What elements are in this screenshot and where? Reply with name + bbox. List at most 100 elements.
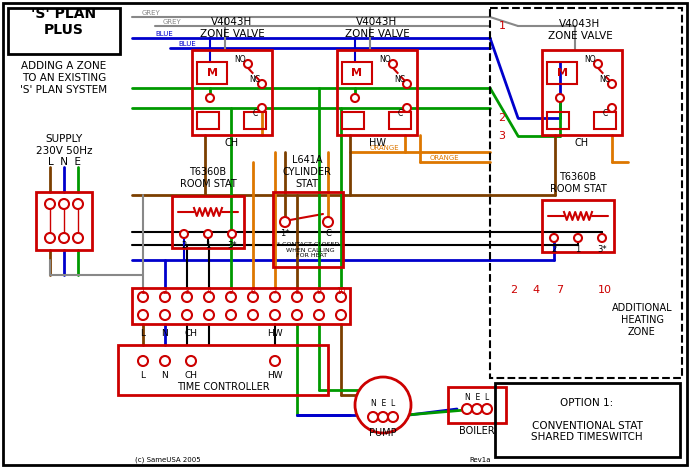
Text: T6360B
ROOM STAT: T6360B ROOM STAT [179, 167, 237, 189]
Text: C: C [602, 110, 608, 118]
Circle shape [598, 234, 606, 242]
Text: ADDITIONAL
HEATING
ZONE: ADDITIONAL HEATING ZONE [612, 303, 672, 336]
Circle shape [73, 233, 83, 243]
Text: 7: 7 [273, 287, 277, 297]
Bar [495, 383, 680, 457]
Circle shape [228, 230, 236, 238]
Circle shape [403, 80, 411, 88]
Text: CH: CH [225, 138, 239, 148]
Circle shape [206, 94, 214, 102]
Text: M: M [557, 68, 567, 78]
Text: 1: 1 [141, 287, 146, 297]
Circle shape [292, 292, 302, 302]
Circle shape [378, 412, 388, 422]
Circle shape [270, 356, 280, 366]
Bar [337, 50, 417, 135]
Text: N: N [161, 329, 168, 338]
Text: M: M [206, 68, 217, 78]
Text: V4043H
ZONE VALVE: V4043H ZONE VALVE [548, 19, 613, 41]
Bar [542, 200, 614, 252]
Text: 1*: 1* [280, 229, 290, 239]
Text: CH: CH [575, 138, 589, 148]
Text: PUMP: PUMP [369, 428, 397, 438]
Bar [542, 50, 622, 135]
Text: 7: 7 [556, 285, 564, 295]
Text: NO: NO [380, 56, 391, 65]
Text: C: C [325, 229, 331, 239]
Text: 5: 5 [228, 287, 233, 297]
Bar [197, 112, 219, 129]
Circle shape [186, 356, 196, 366]
Text: 4: 4 [533, 285, 540, 295]
Text: ADDING A ZONE
TO AN EXISTING
'S' PLAN SYSTEM: ADDING A ZONE TO AN EXISTING 'S' PLAN SY… [21, 61, 108, 95]
Text: L641A
CYLINDER
STAT: L641A CYLINDER STAT [283, 155, 331, 189]
Circle shape [244, 60, 252, 68]
Bar [273, 192, 343, 267]
Text: 2: 2 [163, 287, 168, 297]
Text: C: C [397, 110, 403, 118]
Text: * CONTACT CLOSED
  WHEN CALLING
    FOR HEAT: * CONTACT CLOSED WHEN CALLING FOR HEAT [277, 241, 339, 258]
Circle shape [336, 310, 346, 320]
Circle shape [248, 310, 258, 320]
Circle shape [574, 234, 582, 242]
Text: L: L [141, 329, 146, 338]
Circle shape [138, 356, 148, 366]
Circle shape [388, 412, 398, 422]
Bar [197, 62, 227, 84]
Circle shape [226, 292, 236, 302]
Bar [118, 345, 328, 395]
Text: N: N [161, 371, 168, 380]
Circle shape [355, 377, 411, 433]
Text: 3*: 3* [597, 244, 607, 254]
Text: L: L [141, 371, 146, 380]
Bar [244, 112, 266, 129]
Circle shape [204, 292, 214, 302]
Text: BLUE: BLUE [155, 31, 172, 37]
Circle shape [59, 199, 69, 209]
Text: 3: 3 [498, 131, 506, 141]
Text: NC: NC [600, 75, 611, 85]
Circle shape [336, 292, 346, 302]
Circle shape [556, 94, 564, 102]
Bar [192, 50, 272, 135]
Text: 2: 2 [498, 113, 506, 123]
Bar [132, 288, 350, 324]
Text: V4043H
ZONE VALVE: V4043H ZONE VALVE [344, 17, 409, 39]
Circle shape [608, 104, 616, 112]
Text: M: M [351, 68, 362, 78]
Text: NO: NO [234, 56, 246, 65]
Circle shape [204, 310, 214, 320]
Circle shape [226, 310, 236, 320]
Text: N  E  L: N E L [371, 398, 395, 408]
Text: V4043H
ZONE VALVE: V4043H ZONE VALVE [199, 17, 264, 39]
Bar [389, 112, 411, 129]
Bar [448, 387, 506, 423]
Text: SUPPLY
230V 50Hz: SUPPLY 230V 50Hz [36, 134, 92, 156]
Text: ORANGE: ORANGE [430, 155, 460, 161]
Text: 9: 9 [317, 287, 322, 297]
Text: 3: 3 [184, 287, 190, 297]
Circle shape [314, 292, 324, 302]
Text: CH: CH [184, 329, 197, 338]
Text: NC: NC [395, 75, 406, 85]
Text: L  N  E: L N E [48, 157, 81, 167]
Circle shape [160, 310, 170, 320]
Text: HW: HW [267, 371, 283, 380]
Circle shape [258, 104, 266, 112]
Bar [36, 192, 92, 250]
Circle shape [258, 80, 266, 88]
Text: 2: 2 [551, 244, 557, 254]
Bar [490, 8, 682, 378]
Bar [547, 62, 577, 84]
Circle shape [314, 310, 324, 320]
Text: OPTION 1:

CONVENTIONAL STAT
SHARED TIMESWITCH: OPTION 1: CONVENTIONAL STAT SHARED TIMES… [531, 398, 643, 442]
Text: 8: 8 [295, 287, 299, 297]
Text: NO: NO [584, 56, 595, 65]
Circle shape [550, 234, 558, 242]
Text: HW: HW [267, 329, 283, 338]
Text: 4: 4 [206, 287, 211, 297]
Bar [172, 196, 244, 248]
Bar [342, 112, 364, 129]
Text: ORANGE: ORANGE [370, 145, 400, 151]
Circle shape [248, 292, 258, 302]
